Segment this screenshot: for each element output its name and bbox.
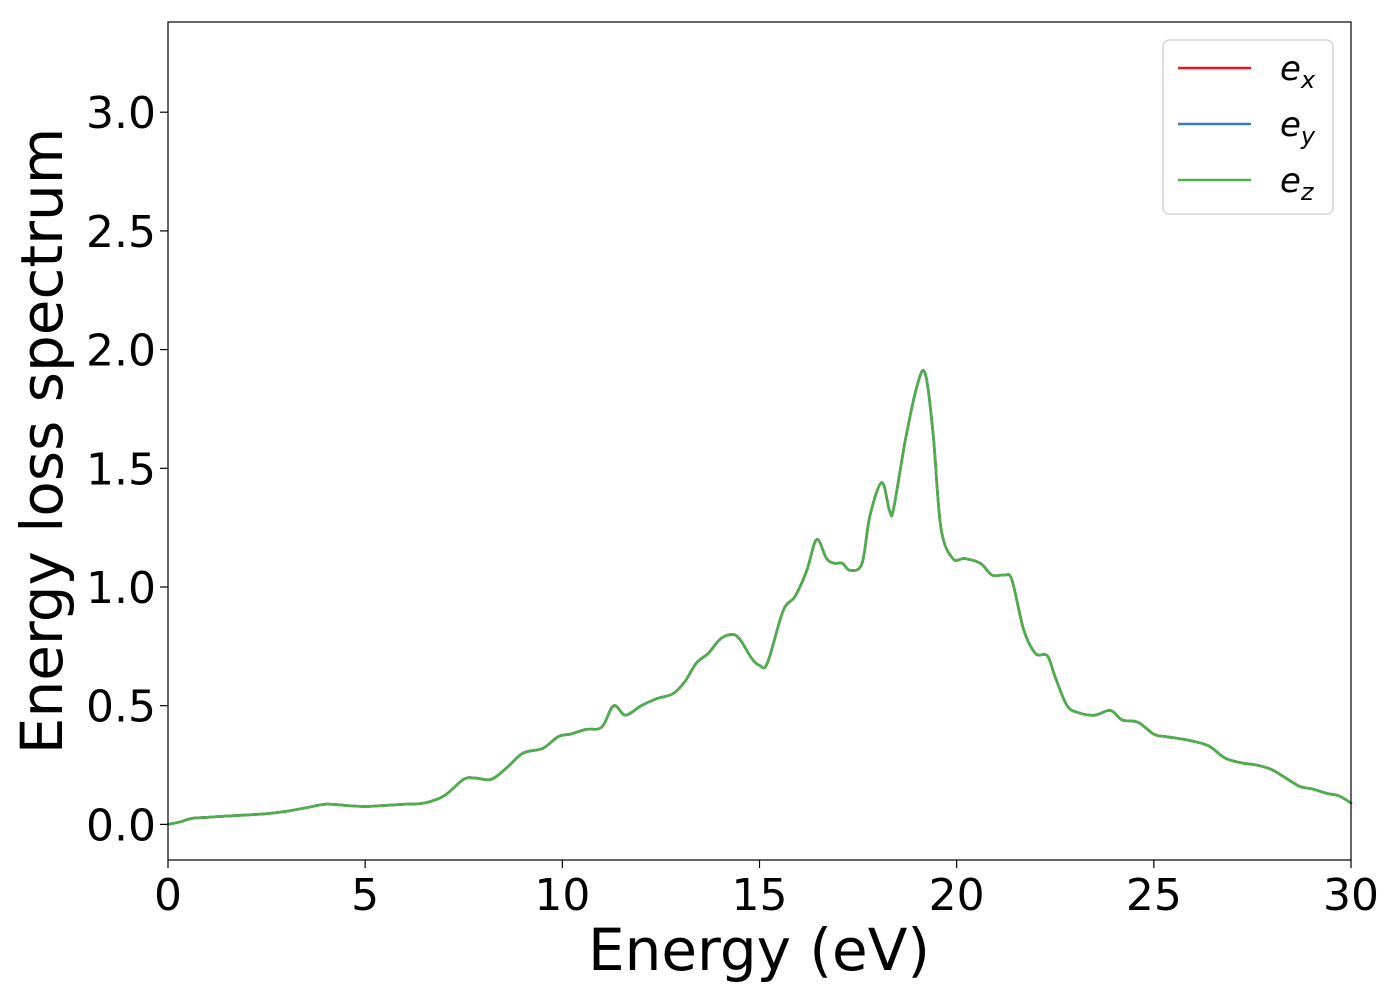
x-tick-label: 5 [351, 870, 379, 921]
y-tick-label: 0.5 [86, 682, 156, 733]
y-tick-label: 3.0 [86, 88, 156, 139]
legend-label-x: ex [1280, 49, 1316, 94]
y-tick-label: 2.5 [86, 207, 156, 258]
plot-background [168, 22, 1351, 860]
x-tick-label: 30 [1323, 870, 1379, 921]
legend-label-subscript: z [1300, 178, 1315, 206]
y-tick-label: 1.0 [86, 563, 156, 614]
x-tick-label: 25 [1126, 870, 1182, 921]
x-tick-label: 15 [732, 870, 788, 921]
legend-label-y: ey [1280, 105, 1316, 150]
y-tick-label: 1.5 [86, 444, 156, 495]
y-axis: 0.0 0.5 1.0 1.5 2.0 2.5 3.0 [86, 88, 168, 851]
y-tick-label: 0.0 [86, 800, 156, 851]
x-axis: 0 5 10 15 20 25 30 [154, 860, 1379, 921]
series-layer [166, 368, 1353, 826]
legend-box [1162, 39, 1334, 215]
y-axis-label: Energy loss spectrum [8, 128, 76, 754]
y-tick-label: 2.0 [86, 326, 156, 377]
x-tick-label: 20 [929, 870, 985, 921]
legend-label-subscript: x [1300, 66, 1316, 94]
legend-label-base: e [1280, 49, 1301, 89]
series-line-z [166, 368, 1353, 826]
legend-label-base: e [1280, 105, 1301, 145]
x-tick-label: 0 [154, 870, 182, 921]
x-tick-label: 10 [534, 870, 590, 921]
legend-label-z: ez [1280, 161, 1315, 206]
legend-label-subscript: y [1300, 122, 1316, 150]
legend-label-base: e [1280, 161, 1301, 201]
x-axis-label: Energy (eV) [588, 916, 930, 984]
